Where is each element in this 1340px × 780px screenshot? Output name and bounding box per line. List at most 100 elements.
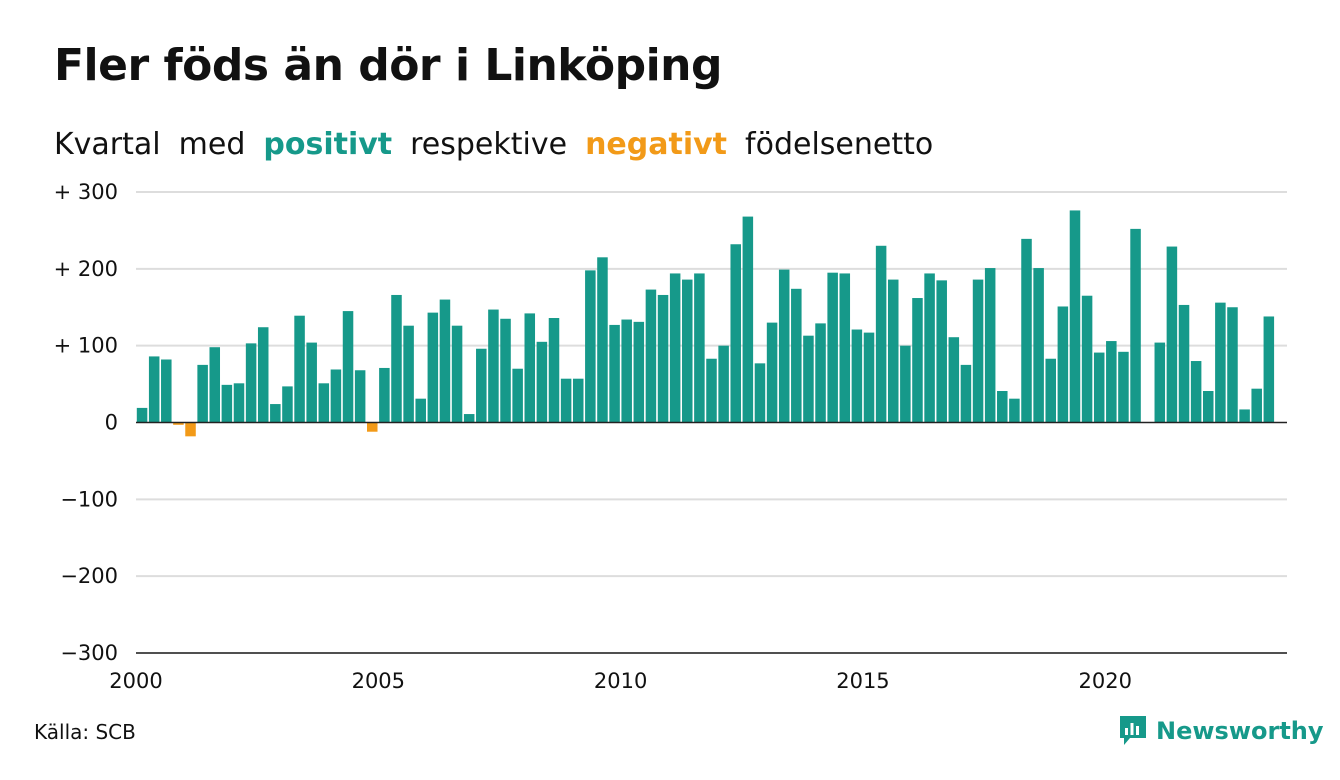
bar <box>984 268 996 423</box>
bar <box>863 332 875 423</box>
bar <box>887 279 899 423</box>
bar <box>766 322 778 423</box>
bar <box>1081 295 1093 423</box>
bar <box>367 422 378 432</box>
subtitle-positive-label: positivt <box>263 127 393 162</box>
bar <box>1130 228 1141 423</box>
bar <box>282 386 293 423</box>
y-tick-label: 0 <box>105 411 118 435</box>
bar <box>439 299 451 423</box>
bar <box>936 280 947 423</box>
y-tick-label: + 200 <box>54 257 118 281</box>
bar <box>1239 409 1250 423</box>
x-tick-label: 2020 <box>1079 669 1132 693</box>
bar <box>161 359 172 423</box>
bar <box>1154 342 1166 423</box>
chart-title: Fler föds än dör i Linköping <box>54 40 723 91</box>
newsworthy-logo-icon <box>1120 716 1146 745</box>
bar <box>900 345 911 423</box>
bar <box>451 325 463 423</box>
y-tick-label: −200 <box>60 564 118 588</box>
y-tick-label: + 300 <box>54 180 118 204</box>
bar <box>827 272 838 423</box>
bar <box>669 273 681 423</box>
bar-chart: + 300 + 200 + 100 0 −100 −200 −300 2000 2005 2010… <box>54 180 1287 693</box>
bar <box>1069 210 1081 423</box>
bar <box>803 335 814 423</box>
bar <box>306 342 317 423</box>
bar <box>463 414 475 423</box>
bar <box>597 257 608 423</box>
brand-logo[interactable]: Newsworthy <box>1118 714 1324 748</box>
bar <box>476 348 487 423</box>
bar <box>185 422 196 437</box>
bar <box>997 391 1008 423</box>
bar <box>657 294 669 423</box>
bar <box>718 345 729 423</box>
bar <box>391 294 402 423</box>
bar <box>1093 352 1105 423</box>
bar <box>682 279 693 423</box>
bar <box>1227 307 1238 423</box>
subtitle-negative-label: negativt <box>585 127 728 162</box>
bar <box>233 383 245 423</box>
bar <box>294 315 305 423</box>
bar <box>330 369 342 423</box>
bar <box>1033 268 1044 423</box>
bar <box>548 318 560 423</box>
bar <box>1009 398 1020 423</box>
x-tick-label: 2005 <box>352 669 405 693</box>
bar <box>524 313 536 423</box>
bar <box>1106 341 1117 423</box>
bar <box>1045 358 1056 423</box>
bar <box>609 324 620 423</box>
x-tick-label: 2000 <box>109 669 162 693</box>
bar <box>1178 304 1190 423</box>
subtitle-word: Kvartal <box>54 127 161 162</box>
chart-subtitle: Kvartal med positivt respektive negativt föde… <box>54 127 951 162</box>
bar <box>633 321 645 423</box>
bar <box>960 364 972 423</box>
bar <box>645 289 657 423</box>
source-note: Källa: SCB <box>34 720 136 744</box>
bar <box>354 370 366 423</box>
bar <box>924 273 935 423</box>
axes: + 300 + 200 + 100 0 −100 −200 −300 2000 2005 2010… <box>54 180 1287 693</box>
bar <box>500 318 511 423</box>
bar <box>403 325 414 423</box>
bar <box>270 404 281 423</box>
x-tick-label: 2015 <box>836 669 889 693</box>
bar <box>1263 316 1275 423</box>
bar <box>572 378 584 423</box>
bar <box>585 270 596 423</box>
bar <box>427 312 439 423</box>
bar <box>1166 246 1178 423</box>
bar <box>791 288 802 423</box>
bar <box>1202 391 1214 423</box>
bar <box>1021 238 1032 423</box>
bar <box>742 216 754 423</box>
bar <box>148 356 160 423</box>
bar <box>197 364 208 423</box>
bar <box>912 298 923 423</box>
bar <box>560 378 572 423</box>
bar <box>1118 351 1129 423</box>
bar <box>815 323 826 423</box>
bars <box>136 210 1275 437</box>
bar <box>621 319 632 423</box>
y-tick-label: + 100 <box>54 334 118 358</box>
bar <box>1215 302 1226 423</box>
bar <box>778 269 790 423</box>
bar <box>694 273 705 423</box>
subtitle-word: med <box>178 127 246 162</box>
y-tick-label: −100 <box>60 487 118 511</box>
bar <box>512 368 523 423</box>
x-tick-label: 2010 <box>594 669 647 693</box>
bar <box>257 327 269 423</box>
bar <box>706 358 717 423</box>
bar <box>972 279 984 423</box>
bar <box>948 337 960 423</box>
bar <box>730 244 741 423</box>
bar <box>851 329 863 423</box>
bar <box>245 343 257 423</box>
